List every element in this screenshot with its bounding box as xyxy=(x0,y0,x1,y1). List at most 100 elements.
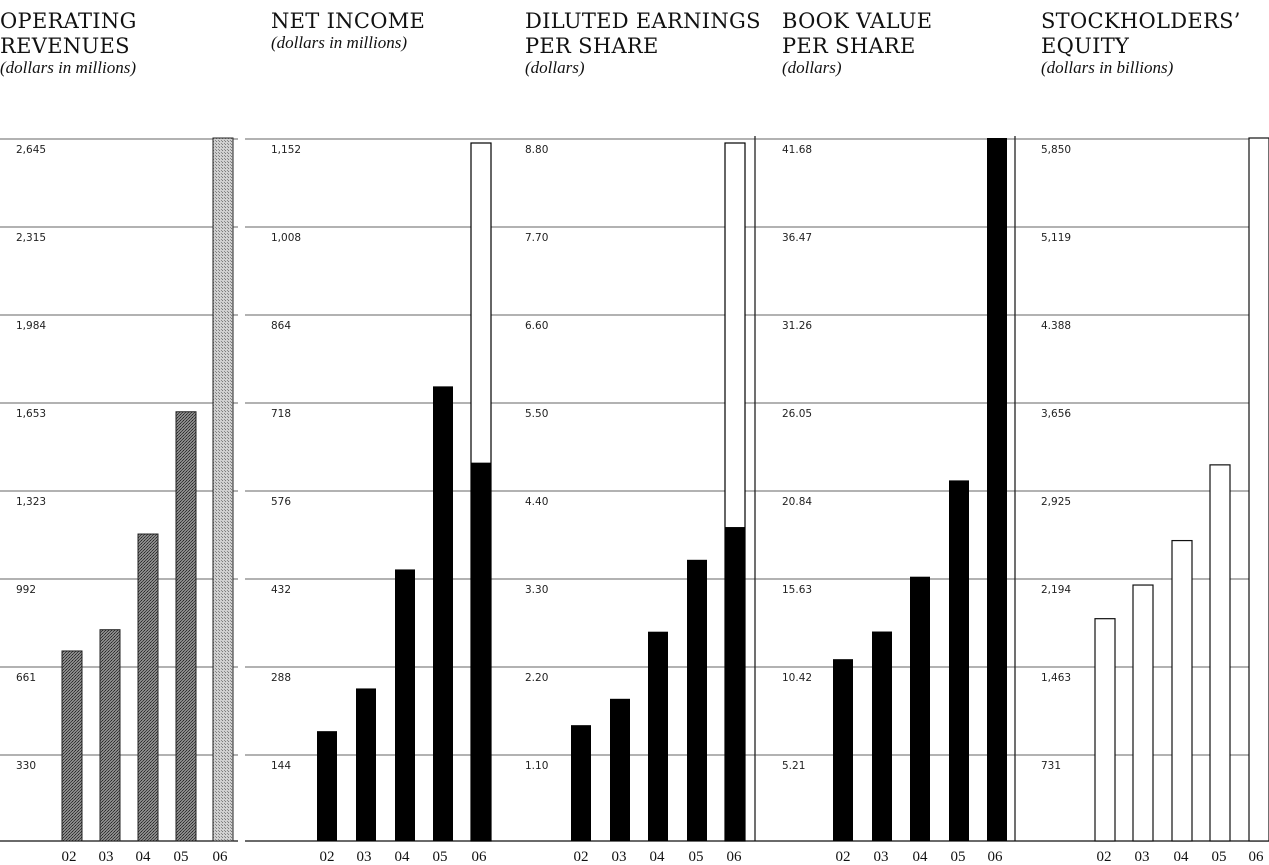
x-category-label: 04 xyxy=(395,849,411,865)
bar xyxy=(687,559,707,841)
x-category-label: 06 xyxy=(988,849,1004,865)
chart-title-line: PER SHARE xyxy=(782,34,916,58)
bar xyxy=(987,138,1007,841)
y-tick-label: 8.80 xyxy=(525,144,548,156)
bar xyxy=(175,411,197,842)
y-tick-label: 1.10 xyxy=(525,760,548,772)
bar xyxy=(212,137,234,842)
y-tick-label: 6.60 xyxy=(525,320,548,332)
y-tick-label: 36.47 xyxy=(782,232,812,244)
x-category-label: 03 xyxy=(99,849,114,865)
x-category-label: 04 xyxy=(913,849,929,865)
x-category-label: 02 xyxy=(836,849,851,865)
y-tick-label: 731 xyxy=(1041,760,1061,772)
y-tick-label: 2,645 xyxy=(16,144,46,156)
y-tick-label: 10.42 xyxy=(782,672,812,684)
bar xyxy=(1094,618,1116,842)
bar xyxy=(910,576,930,841)
bar xyxy=(610,698,630,841)
bar xyxy=(1248,137,1269,842)
bar xyxy=(725,527,745,841)
y-tick-label: 3.30 xyxy=(525,584,548,596)
y-tick-label: 31.26 xyxy=(782,320,812,332)
y-tick-label: 718 xyxy=(271,408,291,420)
chart-title-line: OPERATING xyxy=(0,9,137,33)
bar xyxy=(833,659,853,841)
bar xyxy=(1171,539,1193,842)
x-category-label: 05 xyxy=(1212,849,1227,865)
x-category-label: 05 xyxy=(951,849,966,865)
x-category-label: 02 xyxy=(320,849,335,865)
chart-subtitle: (dollars in millions) xyxy=(0,58,136,77)
x-category-label: 04 xyxy=(650,849,666,865)
chart-title-line: DILUTED EARNINGS xyxy=(525,9,761,33)
y-tick-label: 41.68 xyxy=(782,144,812,156)
y-tick-label: 5,850 xyxy=(1041,144,1071,156)
y-tick-label: 661 xyxy=(16,672,36,684)
bar xyxy=(1209,464,1231,842)
chart-panel-2: NET INCOME(dollars in millions) 144 288 432… xyxy=(245,9,500,865)
y-tick-label: 2,315 xyxy=(16,232,46,244)
bar xyxy=(571,725,591,841)
y-tick-label: 26.05 xyxy=(782,408,812,420)
y-tick-label: 2,194 xyxy=(1041,584,1071,596)
x-category-label: 06 xyxy=(213,849,229,865)
y-tick-label: 992 xyxy=(16,584,36,596)
chart-subtitle: (dollars in millions) xyxy=(271,33,407,52)
x-category-label: 06 xyxy=(472,849,488,865)
y-tick-label: 15.63 xyxy=(782,584,812,596)
bar xyxy=(648,631,668,841)
chart-subtitle: (dollars) xyxy=(525,58,585,77)
bar xyxy=(99,629,121,842)
x-category-label: 05 xyxy=(174,849,189,865)
chart-title-line: BOOK VALUE xyxy=(782,9,932,33)
bar xyxy=(872,631,892,841)
x-category-label: 03 xyxy=(357,849,372,865)
bar xyxy=(356,688,376,841)
chart-title-line: STOCKHOLDERS’ xyxy=(1041,9,1241,33)
bar xyxy=(1132,584,1154,842)
y-tick-label: 3,656 xyxy=(1041,408,1071,420)
bar xyxy=(949,480,969,841)
y-tick-label: 1,463 xyxy=(1041,672,1071,684)
y-tick-label: 20.84 xyxy=(782,496,812,508)
chart-title-line: PER SHARE xyxy=(525,34,659,58)
y-tick-label: 576 xyxy=(271,496,291,508)
y-tick-label: 4.388 xyxy=(1041,320,1071,332)
y-tick-label: 2,925 xyxy=(1041,496,1071,508)
x-category-label: 05 xyxy=(433,849,448,865)
y-tick-label: 2.20 xyxy=(525,672,548,684)
x-category-label: 02 xyxy=(62,849,77,865)
bar xyxy=(433,386,453,841)
x-category-label: 03 xyxy=(1135,849,1150,865)
y-tick-label: 432 xyxy=(271,584,291,596)
x-category-label: 02 xyxy=(574,849,589,865)
y-tick-label: 1,653 xyxy=(16,408,46,420)
y-tick-label: 1,323 xyxy=(16,496,46,508)
chart-subtitle: (dollars) xyxy=(782,58,842,77)
bar xyxy=(471,462,491,841)
bar xyxy=(61,650,83,842)
y-tick-label: 288 xyxy=(271,672,291,684)
y-tick-label: 1,984 xyxy=(16,320,46,332)
x-category-label: 02 xyxy=(1097,849,1112,865)
y-tick-label: 5.21 xyxy=(782,760,805,772)
chart-title-line: EQUITY xyxy=(1041,34,1130,58)
x-category-label: 05 xyxy=(689,849,704,865)
chart-subtitle: (dollars in billions) xyxy=(1041,58,1174,77)
x-category-label: 03 xyxy=(874,849,889,865)
y-tick-label: 5.50 xyxy=(525,408,548,420)
x-category-label: 06 xyxy=(1249,849,1265,865)
x-category-label: 03 xyxy=(612,849,627,865)
chart-panel-5: STOCKHOLDERS’EQUITY(dollars in billions)… xyxy=(1015,9,1269,865)
bar xyxy=(395,569,415,841)
chart-title-line: REVENUES xyxy=(0,34,130,58)
y-tick-label: 5,119 xyxy=(1041,232,1071,244)
y-tick-label: 4.40 xyxy=(525,496,548,508)
bar xyxy=(137,533,159,842)
y-tick-label: 864 xyxy=(271,320,291,332)
